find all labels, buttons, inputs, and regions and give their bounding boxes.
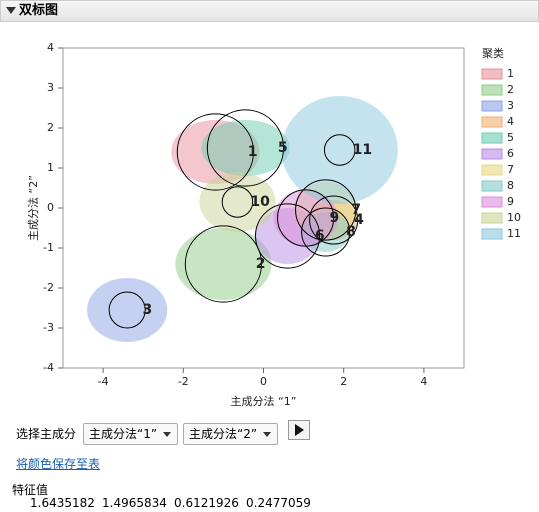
legend-label: 2 bbox=[507, 83, 514, 96]
y-tick-label: -1 bbox=[43, 241, 54, 254]
cluster-circle bbox=[301, 207, 351, 257]
legend-swatch bbox=[481, 68, 503, 80]
legend-swatch bbox=[481, 132, 503, 144]
y-tick-label: -3 bbox=[43, 321, 54, 334]
legend-title: 聚类 bbox=[482, 46, 504, 60]
cluster-density bbox=[201, 120, 290, 176]
legend-swatch bbox=[481, 228, 503, 240]
header[interactable]: 双标图 bbox=[0, 0, 539, 22]
legend-label: 4 bbox=[507, 115, 514, 128]
legend-label: 7 bbox=[507, 163, 514, 176]
x-tick-label: -2 bbox=[178, 375, 189, 388]
y-tick-label: 0 bbox=[47, 201, 54, 214]
cluster-label: 8 bbox=[346, 224, 356, 240]
cluster-density bbox=[281, 96, 398, 204]
cluster-circle bbox=[108, 291, 146, 329]
eigen-title: 特征值 bbox=[12, 483, 49, 497]
y-tick-label: -2 bbox=[43, 281, 54, 294]
cluster-circle bbox=[295, 179, 357, 241]
legend-swatch bbox=[481, 164, 503, 176]
cluster-circle bbox=[206, 109, 285, 187]
collapse-icon[interactable] bbox=[5, 5, 17, 17]
cluster-circle bbox=[277, 189, 335, 247]
dropdown[interactable]: 主成分法“2” bbox=[183, 423, 279, 445]
y-tick-label: -4 bbox=[43, 361, 54, 374]
legend-swatch bbox=[481, 196, 503, 208]
cluster-density bbox=[87, 278, 168, 342]
legend-label: 10 bbox=[507, 211, 521, 224]
y-tick-label: 1 bbox=[47, 161, 54, 174]
legend-label: 9 bbox=[507, 195, 514, 208]
cluster-label: 6 bbox=[315, 228, 325, 244]
y-tick-label: 2 bbox=[47, 121, 54, 134]
y-tick-label: 4 bbox=[47, 41, 54, 54]
cluster-circle bbox=[184, 225, 262, 303]
eigenvalue: 1.4965834 bbox=[102, 496, 167, 510]
cluster-label: 3 bbox=[142, 302, 152, 318]
y-tick-label: 3 bbox=[47, 81, 54, 94]
legend-swatch bbox=[481, 212, 503, 224]
select-label: 选择主成分 bbox=[16, 427, 77, 441]
y-axis-title: 主成分法 “2” bbox=[26, 175, 40, 241]
legend-label: 6 bbox=[507, 147, 514, 160]
eigenvalue: 1.6435182 bbox=[30, 496, 95, 510]
dropdown[interactable]: 主成分法“1” bbox=[83, 423, 179, 445]
x-tick-label: 0 bbox=[260, 375, 267, 388]
legend-label: 11 bbox=[507, 227, 521, 240]
cluster-label: 2 bbox=[256, 256, 266, 272]
save-colors-link[interactable]: 将颜色保存至表 bbox=[16, 457, 101, 471]
legend-swatch bbox=[481, 84, 503, 96]
x-tick-label: 4 bbox=[420, 375, 427, 388]
legend-swatch bbox=[481, 180, 503, 192]
eigenvalue: 0.2477059 bbox=[246, 496, 311, 510]
eigenvalue: 0.6121926 bbox=[174, 496, 239, 510]
legend-swatch bbox=[481, 100, 503, 112]
x-axis-title: 主成分法 “1” bbox=[231, 394, 297, 408]
legend-swatch bbox=[481, 116, 503, 128]
legend-label: 8 bbox=[507, 179, 514, 192]
header-title: 双标图 bbox=[19, 3, 59, 18]
cluster-label: 9 bbox=[329, 210, 339, 226]
cluster-circle bbox=[323, 134, 356, 166]
cluster-circle bbox=[221, 186, 254, 218]
legend-label: 5 bbox=[507, 131, 514, 144]
x-tick-label: 2 bbox=[340, 375, 347, 388]
cluster-density bbox=[175, 228, 272, 300]
go-button[interactable] bbox=[288, 420, 310, 440]
cluster-circle bbox=[309, 195, 359, 245]
x-tick-label: -4 bbox=[98, 375, 109, 388]
legend-swatch bbox=[481, 148, 503, 160]
cluster-circle bbox=[254, 203, 321, 269]
cluster-label: 7 bbox=[351, 202, 361, 218]
cluster-label: 5 bbox=[278, 140, 288, 156]
cluster-label: 4 bbox=[354, 212, 364, 228]
legend-label: 3 bbox=[507, 99, 514, 112]
cluster-circle bbox=[176, 113, 254, 191]
legend-label: 1 bbox=[507, 67, 514, 80]
chart: -4 -2 0 2 4 -4 -3 -2 -1 0 1 2 3 4 主成分法 “1” 主成分法 “2” 1 2 3 4… bbox=[26, 41, 521, 408]
cluster-label: 10 bbox=[250, 194, 270, 210]
cluster-label: 11 bbox=[353, 142, 372, 158]
cluster-label: 1 bbox=[248, 144, 258, 160]
cluster-density bbox=[199, 172, 276, 232]
